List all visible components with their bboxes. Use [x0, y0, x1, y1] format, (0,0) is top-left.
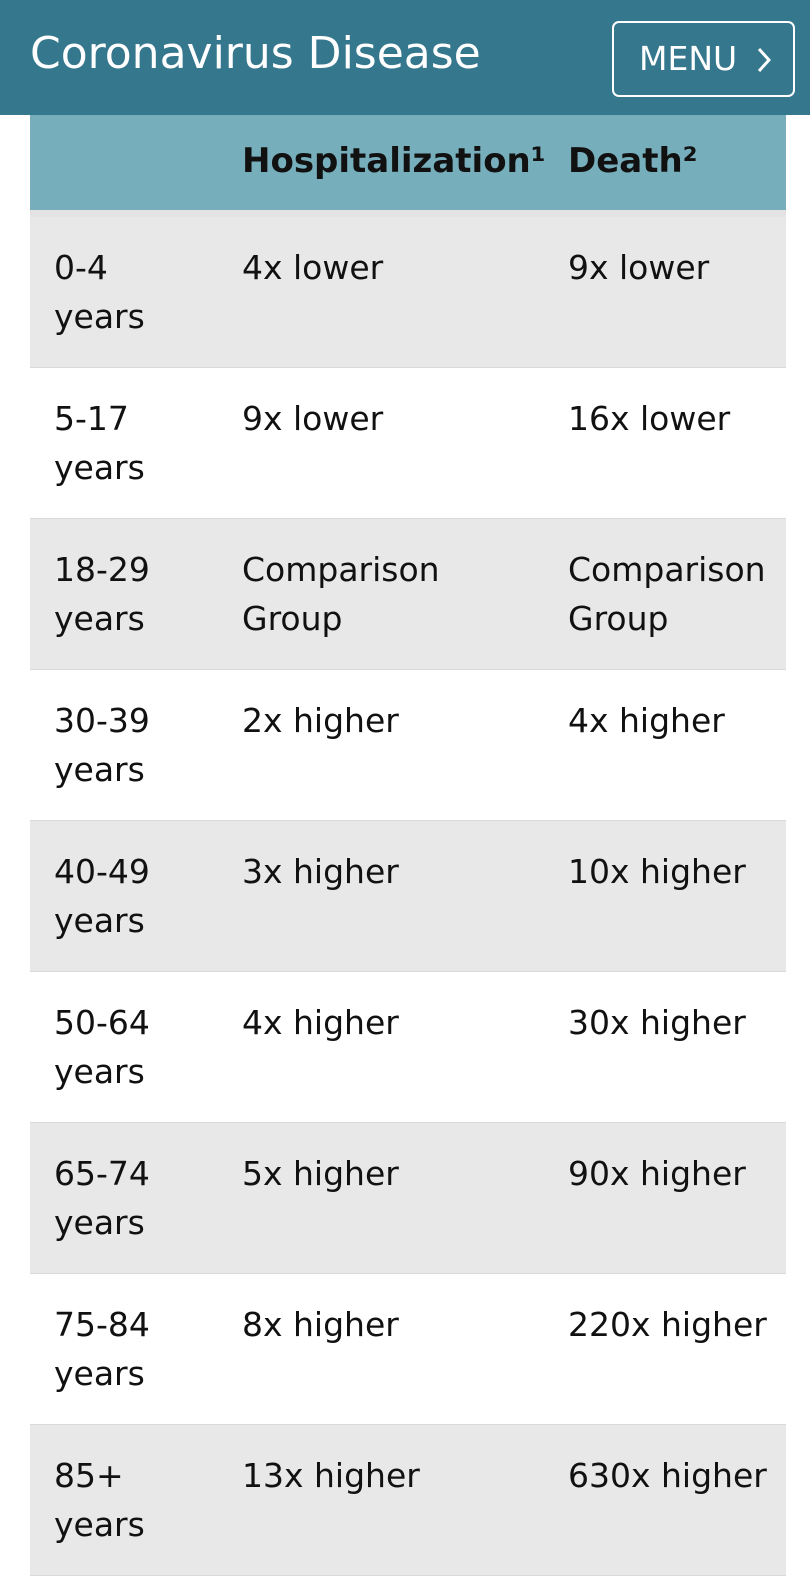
age-cell: 0-4 years [54, 243, 204, 341]
table-row: 75-84 years 8x higher 220x higher [30, 1274, 786, 1425]
age-cell: 75-84 years [54, 1300, 204, 1398]
death-cell: Comparison Group [568, 550, 766, 638]
hospitalization-cell: 13x higher [242, 1456, 420, 1495]
age-unit: years [54, 1052, 145, 1091]
age-cell: 5-17 years [54, 394, 204, 492]
menu-button[interactable]: MENU [612, 21, 795, 97]
site-title[interactable]: Coronavirus Disease [30, 28, 481, 79]
age-cell: 18-29 years [54, 545, 204, 643]
death-cell: 16x lower [568, 399, 731, 438]
age-cell: 85+ years [54, 1451, 204, 1549]
age-unit: years [54, 750, 145, 789]
age-range: 85+ [54, 1456, 124, 1495]
table-row: 18-29 years Comparison Group Comparison G… [30, 519, 786, 670]
table-row: 0-4 years 4x lower 9x lower [30, 217, 786, 368]
age-range: 0-4 [54, 248, 108, 287]
table-row: 40-49 years 3x higher 10x higher [30, 821, 786, 972]
age-unit: years [54, 599, 145, 638]
age-unit: years [54, 1505, 145, 1544]
death-cell: 4x higher [568, 701, 725, 740]
death-cell: 10x higher [568, 852, 746, 891]
death-cell: 630x higher [568, 1456, 767, 1495]
age-range: 65-74 [54, 1154, 150, 1193]
column-header-hospitalization: Hospitalization¹ [242, 141, 546, 181]
column-header-death: Death² [568, 141, 698, 181]
death-cell: 30x higher [568, 1003, 746, 1042]
hospitalization-cell: 4x lower [242, 248, 384, 287]
table-row: 5-17 years 9x lower 16x lower [30, 368, 786, 519]
hospitalization-cell: 9x lower [242, 399, 384, 438]
site-header: Coronavirus Disease MENU [0, 0, 810, 115]
age-unit: years [54, 297, 145, 336]
table-row: 50-64 years 4x higher 30x higher [30, 972, 786, 1123]
age-unit: years [54, 1203, 145, 1242]
age-cell: 30-39 years [54, 696, 204, 794]
age-cell: 40-49 years [54, 847, 204, 945]
risk-table: Hospitalization¹ Death² 0-4 years 4x lowe… [30, 115, 786, 1576]
table-header: Hospitalization¹ Death² [30, 115, 786, 217]
hospitalization-cell: 4x higher [242, 1003, 399, 1042]
age-range: 40-49 [54, 852, 150, 891]
hospitalization-cell: Comparison Group [242, 550, 440, 638]
age-range: 50-64 [54, 1003, 150, 1042]
death-cell: 220x higher [568, 1305, 767, 1344]
age-unit: years [54, 901, 145, 940]
table-row: 65-74 years 5x higher 90x higher [30, 1123, 786, 1274]
hospitalization-cell: 2x higher [242, 701, 399, 740]
age-range: 30-39 [54, 701, 150, 740]
age-unit: years [54, 448, 145, 487]
hospitalization-cell: 3x higher [242, 852, 399, 891]
age-range: 18-29 [54, 550, 150, 589]
table-row: 85+ years 13x higher 630x higher [30, 1425, 786, 1576]
menu-button-label: MENU [639, 39, 738, 78]
age-range: 5-17 [54, 399, 129, 438]
age-unit: years [54, 1354, 145, 1393]
chevron-right-icon [757, 47, 772, 73]
death-cell: 90x higher [568, 1154, 746, 1193]
age-cell: 65-74 years [54, 1149, 204, 1247]
hospitalization-cell: 5x higher [242, 1154, 399, 1193]
death-cell: 9x lower [568, 248, 710, 287]
age-range: 75-84 [54, 1305, 150, 1344]
age-cell: 50-64 years [54, 998, 204, 1096]
hospitalization-cell: 8x higher [242, 1305, 399, 1344]
table-row: 30-39 years 2x higher 4x higher [30, 670, 786, 821]
